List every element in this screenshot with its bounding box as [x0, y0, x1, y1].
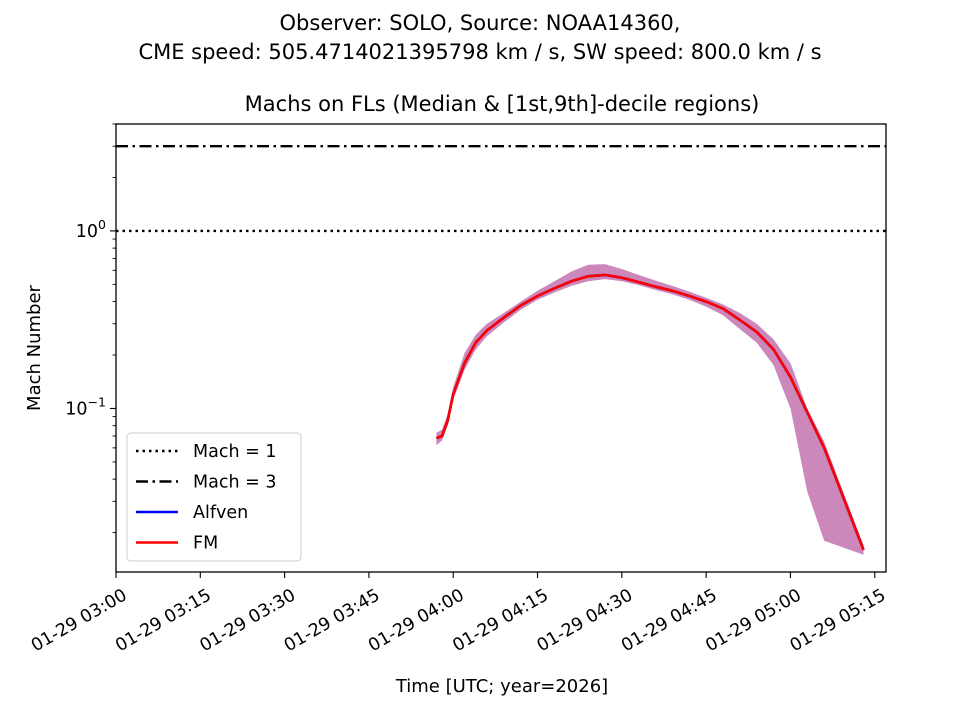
chart-title: Machs on FLs (Median & [1st,9th]-decile …: [245, 92, 760, 116]
x-tick-label: 01-29 05:15: [787, 585, 890, 656]
plot-frame: [115, 123, 887, 573]
figure-suptitle-line2: CME speed: 505.4714021395798 km / s, SW …: [138, 40, 822, 64]
legend-label: Mach = 3: [193, 473, 276, 493]
y-tick-label: 100: [76, 217, 106, 242]
legend-label: Alfven: [193, 503, 248, 523]
legend-box: [126, 432, 302, 562]
plot-area: [116, 144, 886, 555]
legend: Mach = 1 Mach = 3 Alfven FM: [126, 432, 302, 562]
y-tick-label: 10−1: [65, 394, 106, 419]
x-axis-label: Time [UTC; year=2026]: [395, 676, 608, 697]
legend-label: FM: [193, 534, 218, 554]
series-line-fm: [435, 273, 865, 551]
decile-band: [436, 264, 864, 555]
legend-label: Mach = 1: [193, 442, 276, 462]
figure-suptitle-line1: Observer: SOLO, Source: NOAA14360,: [279, 11, 681, 35]
y-axis-label: Mach Number: [24, 284, 45, 410]
